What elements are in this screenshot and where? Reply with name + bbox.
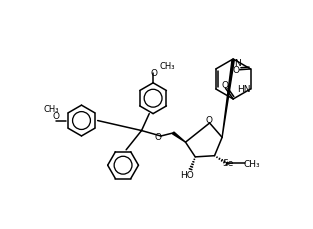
Polygon shape bbox=[222, 60, 234, 138]
Text: Se: Se bbox=[222, 158, 233, 167]
Text: HN: HN bbox=[238, 84, 251, 93]
Text: O: O bbox=[150, 69, 157, 78]
Text: CH₃: CH₃ bbox=[243, 159, 260, 168]
Text: CH₃: CH₃ bbox=[44, 105, 59, 114]
Text: O: O bbox=[221, 81, 228, 90]
Text: O: O bbox=[232, 66, 239, 75]
Polygon shape bbox=[172, 132, 186, 142]
Text: HO: HO bbox=[180, 170, 194, 179]
Text: O: O bbox=[53, 111, 59, 120]
Text: O: O bbox=[154, 133, 161, 142]
Text: O: O bbox=[205, 115, 212, 124]
Text: CH₃: CH₃ bbox=[159, 62, 175, 71]
Text: N: N bbox=[233, 58, 240, 67]
